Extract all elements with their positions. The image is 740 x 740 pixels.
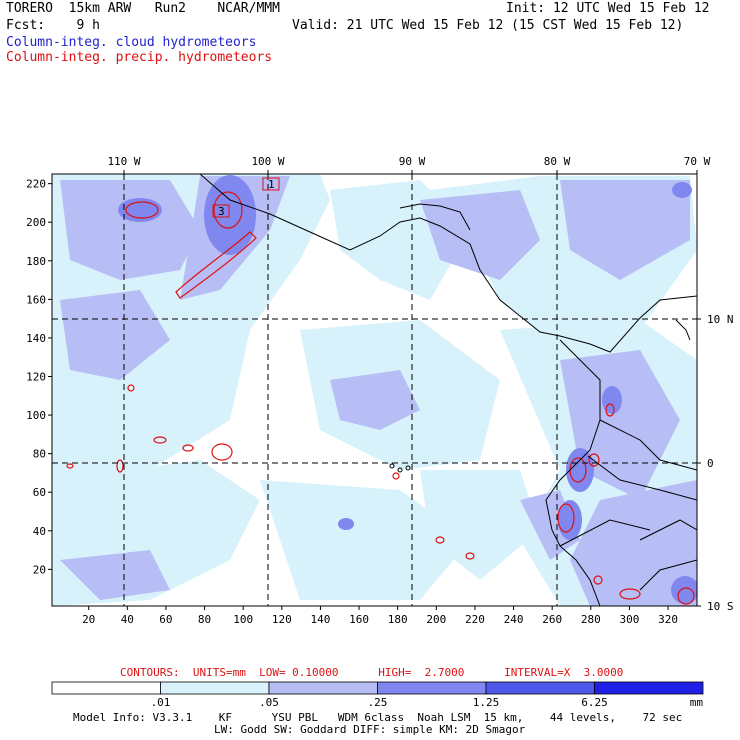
field-cloud-label: Column-integ. cloud hydrometeors <box>6 35 257 50</box>
x-tick-label: 200 <box>426 613 446 626</box>
y-tick-label: 120 <box>26 371 46 384</box>
valid-time: Valid: 21 UTC Wed 15 Feb 12 (15 CST Wed … <box>292 18 684 33</box>
y-tick-label: 180 <box>26 255 46 268</box>
y-tick-label: 20 <box>33 563 46 576</box>
y-tick-label: 80 <box>33 448 46 461</box>
x-tick-label: 60 <box>159 613 172 626</box>
x-tick-label: 320 <box>658 613 678 626</box>
shaded-field <box>52 174 697 606</box>
physics-info: LW: Godd SW: Goddard DIFF: simple KM: 2D… <box>214 723 526 736</box>
y-tick-label: 220 <box>26 178 46 191</box>
x-axis-ticks: 20 40 60 80 100 120 140 160 180 200 220 240 260 280 30… <box>82 606 678 626</box>
y-tick-label: 160 <box>26 293 46 306</box>
lon-label: 110 W <box>107 155 140 168</box>
longitude-labels: 110 W 100 W 90 W 80 W 70 W <box>107 155 711 174</box>
contour-label-1: 1 <box>268 178 275 191</box>
colorbar-segment <box>377 681 487 695</box>
graticule <box>52 174 697 606</box>
colorbar-label: 6.25 <box>581 696 608 709</box>
lon-label: 100 W <box>251 155 284 168</box>
latitude-labels: 10 N 0 10 S <box>697 313 734 613</box>
map-frame <box>51 173 698 607</box>
colorbar: .01 .05 .25 1.25 6.25 mm <box>51 681 704 709</box>
model-title: TORERO 15km ARW Run2 NCAR/MMM <box>6 1 280 16</box>
y-tick-label: 60 <box>33 486 46 499</box>
init-time: Init: 12 UTC Wed 15 Feb 12 <box>506 1 710 16</box>
x-tick-label: 20 <box>82 613 95 626</box>
lat-label: 10 N <box>707 313 734 326</box>
x-tick-label: 240 <box>504 613 524 626</box>
x-tick-label: 180 <box>388 613 408 626</box>
field-precip-label: Column-integ. precip. hydrometeors <box>6 50 273 65</box>
colorbar-label: 1.25 <box>473 696 500 709</box>
model-info: Model Info: V3.3.1 KF YSU PBL WDM 6class… <box>73 711 683 724</box>
y-tick-label: 200 <box>26 216 46 229</box>
lon-label: 80 W <box>544 155 571 168</box>
contour-label-3: 3 <box>218 205 225 218</box>
y-tick-label: 100 <box>26 409 46 422</box>
forecast-hour: Fcst: 9 h <box>6 18 100 33</box>
contour-high-labels: 1 3 <box>212 177 280 218</box>
x-tick-label: 120 <box>272 613 292 626</box>
x-tick-label: 280 <box>581 613 601 626</box>
lon-label: 90 W <box>399 155 426 168</box>
colorbar-segment <box>485 681 595 695</box>
y-tick-label: 40 <box>33 525 46 538</box>
contour-info: CONTOURS: UNITS=mm LOW= 0.10000 HIGH= 2.… <box>120 666 624 679</box>
y-tick-label: 140 <box>26 332 46 345</box>
x-tick-label: 140 <box>310 613 330 626</box>
lat-label: 0 <box>707 457 714 470</box>
colorbar-segment <box>268 681 378 695</box>
colorbar-segment <box>160 681 270 695</box>
y-axis-ticks: 220 200 180 160 140 120 100 80 60 40 20 <box>26 178 52 576</box>
x-tick-label: 80 <box>198 613 211 626</box>
colorbar-segment <box>594 681 704 695</box>
x-tick-label: 220 <box>465 613 485 626</box>
colorbar-segment <box>51 681 161 695</box>
x-tick-label: 100 <box>233 613 253 626</box>
x-tick-label: 40 <box>121 613 134 626</box>
colorbar-label: .05 <box>259 696 279 709</box>
x-tick-label: 260 <box>542 613 562 626</box>
colorbar-label: .25 <box>368 696 388 709</box>
colorbar-units: mm <box>690 696 704 709</box>
colorbar-label: .01 <box>151 696 171 709</box>
lon-label: 70 W <box>684 155 711 168</box>
lat-label: 10 S <box>707 600 734 613</box>
x-tick-label: 300 <box>619 613 639 626</box>
x-tick-label: 160 <box>349 613 369 626</box>
